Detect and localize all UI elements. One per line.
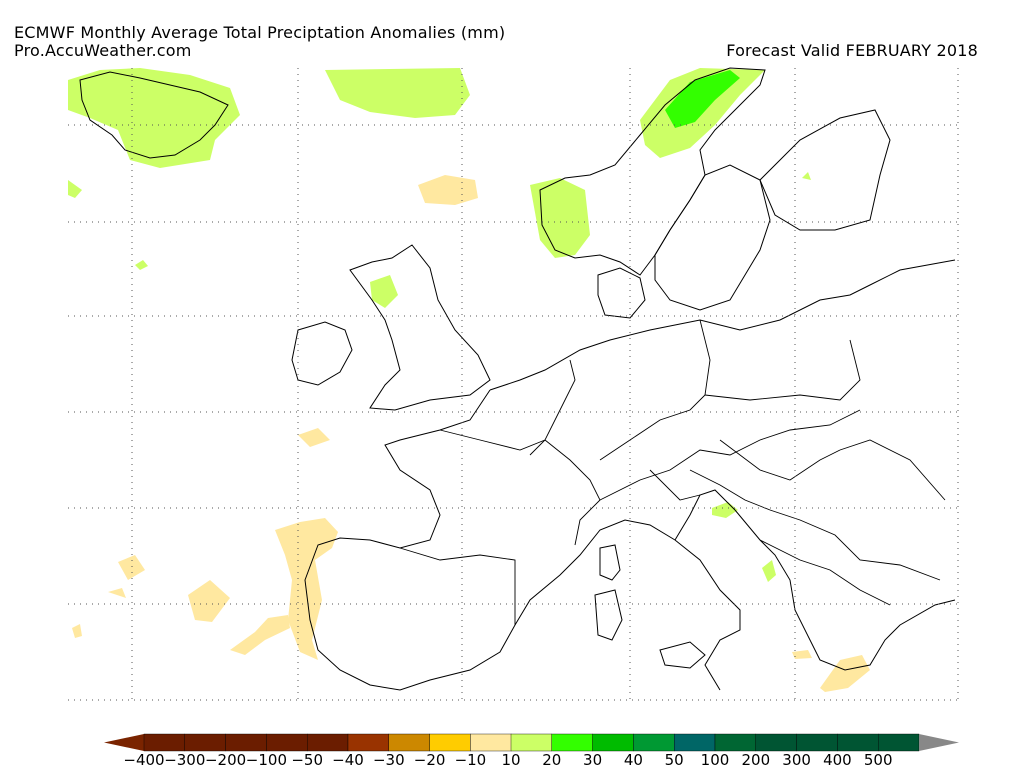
legend-swatch-positive <box>633 733 675 752</box>
legend-swatch-positive <box>510 733 552 752</box>
legend-tick-positive: 100 <box>700 751 730 769</box>
legend-swatch-positive <box>755 733 797 752</box>
legend-swatch-negative <box>307 733 349 752</box>
anomaly-north-sea-dry <box>418 175 478 205</box>
legend-swatch-negative <box>470 733 512 752</box>
coastlines <box>79 67 956 691</box>
legend-tick-negative: −200 <box>204 751 247 769</box>
anomaly-albania <box>762 560 776 582</box>
legend-swatch-positive <box>592 733 634 752</box>
legend-tick-positive: 200 <box>741 751 771 769</box>
map-title: ECMWF Monthly Average Total Preciptation… <box>14 23 506 42</box>
anomaly-atlantic-speck <box>135 260 148 270</box>
legend-tick-positive: 40 <box>623 751 643 769</box>
legend-tick-positive: 400 <box>823 751 852 769</box>
anomaly-atlantic-dry-b <box>188 580 230 622</box>
legend-swatch-positive <box>796 733 838 752</box>
legend-arrow-low <box>104 734 144 751</box>
legend-tick-positive: 500 <box>863 751 893 769</box>
anomaly-norway <box>530 178 590 258</box>
legend-swatch-positive <box>837 733 879 752</box>
legend-tick-negative: −50 <box>291 751 324 769</box>
anomaly-atlantic-dry-c <box>108 588 126 598</box>
forecast-valid-label: Forecast Valid FEBRUARY 2018 <box>726 41 978 60</box>
anomaly-greece-dry <box>820 655 870 692</box>
anomaly-north-atlantic <box>325 68 470 118</box>
anomaly-atlantic-dry-a <box>118 555 145 580</box>
legend-tick-negative: −20 <box>413 751 446 769</box>
legend-tick-negative: −300 <box>164 751 206 769</box>
legend-tick-positive: 10 <box>501 751 521 769</box>
anomaly-scotland <box>370 275 398 308</box>
anomaly-iceland <box>68 68 240 168</box>
source-label: Pro.AccuWeather.com <box>14 41 192 60</box>
legend-tick-positive: 50 <box>664 751 684 769</box>
legend-tick-negative: −30 <box>372 751 405 769</box>
anomaly-scandinavia-peak <box>665 70 740 128</box>
anomaly-atlantic-dry-e <box>72 624 82 638</box>
legend-swatch-negative <box>184 733 226 752</box>
legend-tick-negative: −10 <box>454 751 487 769</box>
anomaly-shading <box>68 68 870 692</box>
anomaly-greece-dry-small <box>792 650 812 659</box>
legend-swatch-positive <box>714 733 756 752</box>
legend-swatch-negative <box>266 733 308 752</box>
legend-arrow-high <box>919 734 959 751</box>
legend-tick-positive: 30 <box>583 751 603 769</box>
legend-tick-positive: 300 <box>782 751 811 769</box>
legend-swatch-negative <box>143 733 185 752</box>
legend-swatch-negative <box>225 733 267 752</box>
legend-swatch-positive <box>674 733 716 752</box>
legend-tick-negative: −40 <box>332 751 364 769</box>
legend-tick-positive: 20 <box>542 751 562 769</box>
anomaly-iceland-small <box>68 180 82 198</box>
legend-swatch-negative <box>347 733 389 752</box>
legend-swatch-positive <box>878 733 920 752</box>
anomaly-biscay-dry <box>298 428 330 447</box>
anomaly-finland-speck <box>802 172 811 180</box>
legend-swatch-negative <box>429 733 471 752</box>
legend-swatch-positive <box>551 733 593 752</box>
legend-tick-negative: −100 <box>245 751 287 769</box>
legend-tick-negative: −400 <box>123 751 165 769</box>
anomaly-atlantic-dry-d <box>230 615 290 655</box>
graticule <box>68 68 959 701</box>
legend-swatch-negative <box>388 733 430 752</box>
